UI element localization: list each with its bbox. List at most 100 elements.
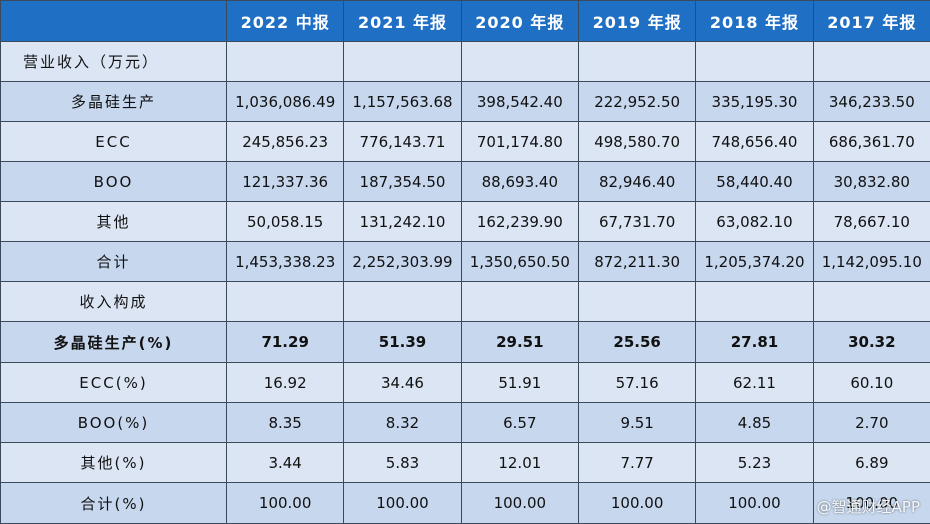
table-cell: 3.44: [227, 443, 344, 483]
row-label: BOO: [1, 162, 227, 202]
table-cell: [461, 282, 578, 322]
table-row: 合计 1,453,338.23 2,252,303.99 1,350,650.5…: [1, 242, 930, 282]
table-cell: 34.46: [344, 363, 461, 403]
table-row: 多晶硅生产 1,036,086.49 1,157,563.68 398,542.…: [1, 82, 930, 122]
table-cell: 776,143.71: [344, 122, 461, 162]
table-cell: 2.70: [813, 403, 930, 443]
row-label: ECC(%): [1, 363, 227, 403]
table-cell: 100.00: [578, 483, 695, 524]
table-cell: 2,252,303.99: [344, 242, 461, 282]
table-cell: 4.85: [696, 403, 813, 443]
table-cell: 1,157,563.68: [344, 82, 461, 122]
table-cell: 12.01: [461, 443, 578, 483]
table-cell: [578, 282, 695, 322]
table-cell: 30,832.80: [813, 162, 930, 202]
watermark-text: @智通财经APP: [817, 496, 920, 517]
row-label: 多晶硅生产: [1, 82, 227, 122]
table-cell: [461, 42, 578, 82]
table-cell: 25.56: [578, 322, 695, 363]
table-cell: 187,354.50: [344, 162, 461, 202]
table-cell: 6.89: [813, 443, 930, 483]
table-cell: 30.32: [813, 322, 930, 363]
table-cell: 63,082.10: [696, 202, 813, 242]
table-cell: 872,211.30: [578, 242, 695, 282]
table-cell: [578, 42, 695, 82]
table-cell: 51.39: [344, 322, 461, 363]
table-cell: 57.16: [578, 363, 695, 403]
table-cell: 71.29: [227, 322, 344, 363]
table-cell: 78,667.10: [813, 202, 930, 242]
table-row: 合计(%) 100.00 100.00 100.00 100.00 100.00…: [1, 483, 930, 524]
table-cell: 67,731.70: [578, 202, 695, 242]
row-label: ECC: [1, 122, 227, 162]
table-cell: 245,856.23: [227, 122, 344, 162]
table-cell: [227, 282, 344, 322]
header-corner-cell: [1, 1, 227, 42]
table-cell: 5.23: [696, 443, 813, 483]
table-cell: 27.81: [696, 322, 813, 363]
table-cell: 29.51: [461, 322, 578, 363]
table-cell: 51.91: [461, 363, 578, 403]
table-cell: 88,693.40: [461, 162, 578, 202]
table-cell: 131,242.10: [344, 202, 461, 242]
table-cell: 121,337.36: [227, 162, 344, 202]
table-cell: 8.35: [227, 403, 344, 443]
table-cell: 335,195.30: [696, 82, 813, 122]
header-cell: 2017 年报: [813, 1, 930, 42]
table-cell: 1,036,086.49: [227, 82, 344, 122]
table-cell: 748,656.40: [696, 122, 813, 162]
table-row: 其他 50,058.15 131,242.10 162,239.90 67,73…: [1, 202, 930, 242]
table-row: BOO 121,337.36 187,354.50 88,693.40 82,9…: [1, 162, 930, 202]
table-cell: 50,058.15: [227, 202, 344, 242]
table-cell: 100.00: [344, 483, 461, 524]
table-cell: 100.00: [461, 483, 578, 524]
table-row: 其他(%) 3.44 5.83 12.01 7.77 5.23 6.89: [1, 443, 930, 483]
table-cell: 1,453,338.23: [227, 242, 344, 282]
table-cell: 498,580.70: [578, 122, 695, 162]
table-cell: [696, 42, 813, 82]
table-cell: [813, 282, 930, 322]
table-cell: 7.77: [578, 443, 695, 483]
table-row: 营业收入（万元）: [1, 42, 930, 82]
table-cell: 701,174.80: [461, 122, 578, 162]
table-cell: 162,239.90: [461, 202, 578, 242]
table-cell: 222,952.50: [578, 82, 695, 122]
table-cell: 5.83: [344, 443, 461, 483]
table-cell: 398,542.40: [461, 82, 578, 122]
header-cell: 2020 年报: [461, 1, 578, 42]
table-cell: [344, 42, 461, 82]
table-cell: [696, 282, 813, 322]
row-label: 多晶硅生产(%): [1, 322, 227, 363]
row-label: 营业收入（万元）: [1, 42, 227, 82]
row-label: 合计(%): [1, 483, 227, 524]
table-row: ECC(%) 16.92 34.46 51.91 57.16 62.11 60.…: [1, 363, 930, 403]
table-row: BOO(%) 8.35 8.32 6.57 9.51 4.85 2.70: [1, 403, 930, 443]
table-cell: 1,350,650.50: [461, 242, 578, 282]
header-row: 2022 中报 2021 年报 2020 年报 2019 年报 2018 年报 …: [1, 1, 930, 42]
table-cell: 346,233.50: [813, 82, 930, 122]
header-cell: 2022 中报: [227, 1, 344, 42]
table-cell: 100.00: [696, 483, 813, 524]
table-row: ECC 245,856.23 776,143.71 701,174.80 498…: [1, 122, 930, 162]
row-label: 收入构成: [1, 282, 227, 322]
table-cell: 82,946.40: [578, 162, 695, 202]
table-row: 多晶硅生产(%) 71.29 51.39 29.51 25.56 27.81 3…: [1, 322, 930, 363]
table-cell: 8.32: [344, 403, 461, 443]
table-cell: 100.00: [227, 483, 344, 524]
row-label: 其他(%): [1, 443, 227, 483]
table-cell: 60.10: [813, 363, 930, 403]
table-cell: [344, 282, 461, 322]
table-cell: 1,142,095.10: [813, 242, 930, 282]
table-cell: 58,440.40: [696, 162, 813, 202]
row-label: 其他: [1, 202, 227, 242]
table-row: 收入构成: [1, 282, 930, 322]
table-cell: 9.51: [578, 403, 695, 443]
table-cell: 62.11: [696, 363, 813, 403]
table-cell: 1,205,374.20: [696, 242, 813, 282]
table-cell: 686,361.70: [813, 122, 930, 162]
table-cell: 6.57: [461, 403, 578, 443]
row-label: BOO(%): [1, 403, 227, 443]
table-cell: 16.92: [227, 363, 344, 403]
header-cell: 2021 年报: [344, 1, 461, 42]
